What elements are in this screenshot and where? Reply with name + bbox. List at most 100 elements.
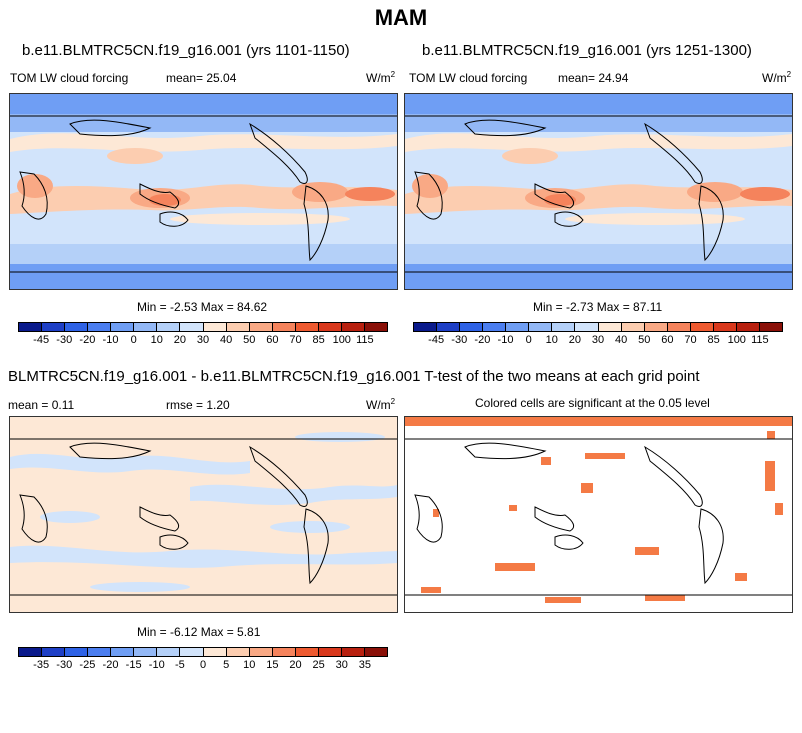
colorbar-swatch: [249, 323, 273, 331]
colorbar-swatch: [736, 323, 760, 331]
colorbar-swatch: [667, 323, 691, 331]
colorbar-tick-label: 25: [312, 659, 325, 671]
colorbar-swatch: [318, 323, 342, 331]
panel2-variable: TOM LW cloud forcing: [409, 71, 528, 85]
colorbar-tick-label: 0: [199, 659, 207, 671]
colorbar-tick-label: -30: [451, 334, 468, 346]
panel3-units: W/m2: [366, 397, 396, 412]
colorbar-bottom: [18, 647, 388, 657]
colorbar-swatch: [226, 323, 250, 331]
difference-map: [10, 417, 397, 612]
colorbar-swatch: [621, 323, 645, 331]
colorbar-tick-label: -30: [56, 659, 73, 671]
panel2-minmax: Min = -2.73 Max = 87.11: [533, 300, 663, 314]
panel1-units: W/m2: [366, 70, 396, 85]
colorbar-swatch: [111, 323, 135, 331]
colorbar-swatch: [341, 323, 365, 331]
colorbar-tick-label: 50: [638, 334, 651, 346]
colorbar-swatch: [506, 323, 530, 331]
colorbar-swatch: [42, 648, 66, 656]
colorbar-tick-label: -10: [148, 659, 165, 671]
colorbar-tick-label: 50: [243, 334, 256, 346]
colorbar-swatch: [88, 648, 112, 656]
panel3-title: BLMTRC5CN.f19_g16.001 - b.e11.BLMTRC5CN.…: [8, 368, 421, 385]
panel3-rmse: rmse = 1.20: [166, 398, 230, 412]
colorbar-tick-label: 0: [525, 334, 532, 346]
colorbar-swatch: [529, 323, 553, 331]
colorbar-swatch: [226, 648, 250, 656]
colorbar-swatch: [111, 648, 135, 656]
panel1-minmax: Min = -2.53 Max = 84.62: [137, 300, 268, 314]
colorbar-swatch: [598, 323, 622, 331]
colorbar-swatch: [65, 323, 89, 331]
panel2-units: W/m2: [762, 70, 792, 85]
colorbar-swatch: [249, 648, 273, 656]
panel4-title: T-test of the two means at each grid poi…: [424, 368, 700, 385]
colorbar-swatch: [483, 323, 507, 331]
map-panel-2: [404, 93, 793, 290]
colorbar-tick-label: 10: [243, 659, 256, 671]
colorbar-swatch: [203, 648, 227, 656]
colorbar-tick-label: -10: [497, 334, 514, 346]
colorbar-swatch: [203, 323, 227, 331]
colorbar-swatch: [690, 323, 714, 331]
main-title: MAM: [374, 5, 428, 30]
colorbar-tick-label: 0: [130, 334, 137, 346]
colorbar-swatch: [180, 648, 204, 656]
colorbar-swatch: [180, 323, 204, 331]
colorbar-swatch: [157, 323, 181, 331]
panel3-mean: mean = 0.11: [8, 398, 75, 412]
colorbar-tick-label: 60: [266, 334, 279, 346]
colorbar-tick-label: 20: [289, 659, 302, 671]
colorbar-tick-label: 70: [684, 334, 697, 346]
colorbar-tick-label: -15: [125, 659, 142, 671]
panel1-variable: TOM LW cloud forcing: [10, 71, 129, 85]
colorbar-tick-label: -5: [174, 659, 185, 671]
colorbar-swatch: [644, 323, 668, 331]
colorbar-swatch: [575, 323, 599, 331]
colorbar-swatch: [19, 648, 43, 656]
colorbar-swatch: [272, 323, 296, 331]
colorbar-swatch: [272, 648, 296, 656]
colorbar-swatch: [759, 323, 782, 331]
map-panel-3: [9, 416, 398, 613]
map-panel-4: [404, 416, 793, 613]
map-panel-1: [9, 93, 398, 290]
lower-panels-title: BLMTRC5CN.f19_g16.001 - b.e11.BLMTRC5CN.…: [8, 368, 700, 385]
colorbar-tick-label: 85: [707, 334, 720, 346]
colorbar-tick-label: -20: [79, 334, 96, 346]
colorbar-tick-label: 70: [289, 334, 302, 346]
colorbar-tick-label: -45: [428, 334, 445, 346]
colorbar-swatch: [88, 323, 112, 331]
colorbar-swatch: [414, 323, 438, 331]
colorbar-tick-label: 15: [266, 659, 279, 671]
colorbar-tick-label: -10: [102, 334, 119, 346]
colorbar-tick-label: 20: [173, 334, 186, 346]
colorbar-top-left-labels: -45 -30 -20 -10 0 10 20 30 40 50 60 70 85 100 115: [18, 334, 388, 348]
colorbar-swatch: [157, 648, 181, 656]
colorbar-swatch: [460, 323, 484, 331]
panel3-minmax: Min = -6.12 Max = 5.81: [137, 625, 261, 639]
colorbar-top-right-labels: -45 -30 -20 -10 0 10 20 30 40 50 60 70 85 100 115: [413, 334, 783, 348]
colorbar-tick-label: 5: [223, 659, 230, 671]
significance-map: [405, 417, 792, 612]
colorbar-swatch: [364, 648, 387, 656]
colorbar-tick-label: -35: [33, 659, 50, 671]
colorbar-tick-label: 35: [358, 659, 371, 671]
colorbar-tick-label: -25: [79, 659, 96, 671]
colorbar-top-right: [413, 322, 783, 332]
colorbar-swatch: [65, 648, 89, 656]
colorbar-swatch: [295, 648, 319, 656]
colorbar-top-left: [18, 322, 388, 332]
colorbar-tick-label: 100: [332, 334, 351, 346]
colorbar-tick-label: 40: [220, 334, 233, 346]
colorbar-tick-label: 30: [335, 659, 348, 671]
colorbar-tick-label: 40: [615, 334, 628, 346]
colorbar-tick-label: 115: [751, 334, 769, 346]
colorbar-swatch: [134, 323, 158, 331]
colorbar-tick-label: 10: [545, 334, 558, 346]
colorbar-tick-label: 10: [150, 334, 163, 346]
colorbar-tick-label: 85: [312, 334, 325, 346]
panel2-title: b.e11.BLMTRC5CN.f19_g16.001 (yrs 1251-13…: [422, 42, 752, 59]
colorbar-tick-label: 20: [568, 334, 581, 346]
